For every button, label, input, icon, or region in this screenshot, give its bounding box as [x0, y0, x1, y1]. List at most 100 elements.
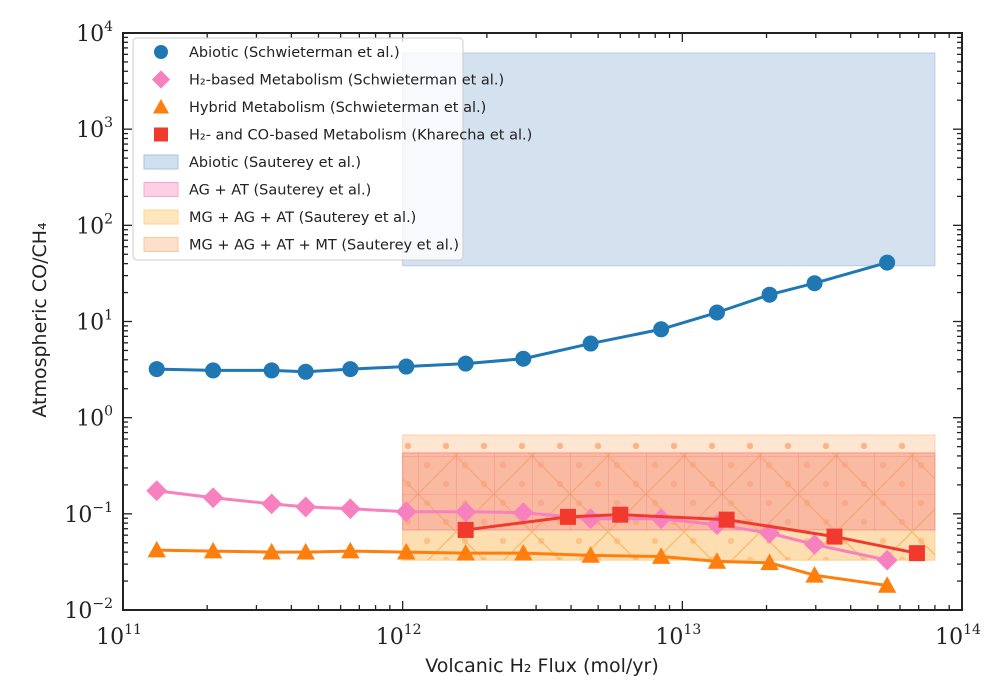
legend-label: Hybrid Metabolism (Schwieterman et al.) — [189, 100, 486, 116]
data-point — [826, 528, 843, 545]
tick-exponent: 11 — [124, 622, 142, 638]
data-point — [203, 541, 223, 559]
x-tick-label: 1014 — [935, 622, 981, 650]
x-tick-label: 1011 — [96, 622, 142, 650]
data-point — [559, 508, 576, 525]
data-point — [398, 358, 415, 375]
regions-layer — [402, 52, 936, 561]
data-point — [879, 254, 896, 271]
data-point — [760, 553, 779, 571]
data-point — [341, 541, 360, 559]
legend: Abiotic (Schwieterman et al.) H₂-based Me… — [132, 37, 532, 261]
data-point — [339, 498, 361, 520]
data-point — [908, 545, 925, 562]
data-point — [651, 547, 671, 564]
data-point — [876, 549, 898, 571]
data-point — [202, 487, 224, 509]
tick-exponent: 4 — [104, 19, 113, 35]
data-point — [456, 543, 475, 561]
legend-label: AG + AT (Sauterey et al.) — [189, 183, 371, 199]
legend-swatch — [143, 237, 179, 252]
data-point — [397, 542, 416, 560]
legend-label: MG + AG + AT + MT (Sauterey et al.) — [189, 238, 459, 254]
data-point — [653, 321, 670, 338]
legend-label: H₂- and CO-based Metabolism (Kharecha et… — [189, 128, 532, 144]
legend-swatch — [152, 98, 170, 114]
data-point — [261, 493, 283, 515]
series-triangle — [147, 540, 897, 593]
legend-item: H₂-based Metabolism (Schwieterman et al.… — [151, 70, 504, 89]
data-point — [263, 362, 280, 379]
data-point — [514, 543, 533, 561]
data-point — [295, 496, 317, 518]
data-point — [582, 335, 599, 352]
legend-swatch — [143, 182, 179, 197]
data-point — [146, 480, 168, 502]
data-point — [512, 502, 534, 523]
data-point — [342, 361, 359, 378]
x-tick-label: 1013 — [655, 622, 701, 650]
data-point — [515, 350, 532, 367]
tick-exponent: −1 — [92, 500, 113, 516]
legend-swatch — [143, 209, 179, 225]
series-circle — [148, 254, 896, 380]
data-point — [580, 508, 602, 530]
data-point — [457, 521, 474, 538]
y-tick-label: 104 — [76, 19, 113, 47]
legend-swatch — [143, 154, 179, 170]
data-point — [612, 506, 629, 523]
x-axis-label: Volcanic H₂ Flux (mol/yr) — [425, 655, 659, 677]
data-point — [581, 546, 600, 563]
legend-item: MG + AG + AT + MT (Sauterey et al.) — [143, 237, 459, 254]
data-point — [806, 275, 823, 292]
legend-label: Abiotic (Sauterey et al.) — [189, 155, 361, 171]
legend-item: MG + AG + AT (Sauterey et al.) — [143, 209, 416, 226]
data-point — [148, 361, 165, 378]
y-tick-label: 101 — [76, 308, 113, 336]
y-tick-label: 10−1 — [64, 500, 113, 528]
series-line — [465, 513, 918, 555]
tick-exponent: 3 — [104, 115, 113, 131]
legend-swatch — [151, 70, 171, 89]
y-tick-label: 103 — [76, 115, 113, 143]
data-point — [455, 501, 477, 523]
series-layer — [146, 254, 925, 593]
data-point — [707, 552, 727, 569]
legend-box — [132, 37, 464, 261]
data-point — [457, 355, 474, 372]
y-tick-label: 102 — [76, 211, 113, 239]
data-point — [718, 511, 735, 528]
data-point — [708, 304, 725, 321]
data-point — [262, 542, 281, 560]
region-0 — [402, 52, 936, 267]
series-line — [156, 548, 888, 587]
data-point — [395, 501, 417, 523]
tick-exponent: 14 — [963, 622, 981, 638]
legend-swatch — [154, 127, 168, 142]
data-point — [877, 576, 897, 593]
y-axis-label: Atmospheric CO/CH₄ — [29, 222, 51, 418]
legend-swatch — [154, 45, 168, 59]
legend-label: H₂-based Metabolism (Schwieterman et al.… — [189, 73, 504, 89]
data-point — [650, 508, 672, 530]
y-tick-label: 100 — [76, 404, 113, 432]
tick-exponent: 1 — [104, 308, 113, 324]
data-point — [804, 534, 825, 555]
tick-exponent: 0 — [104, 404, 113, 420]
series-square — [457, 506, 925, 562]
y-tick-label: 10−2 — [64, 596, 113, 624]
legend-label: Abiotic (Schwieterman et al.) — [189, 45, 400, 61]
tick-exponent: 12 — [404, 622, 422, 638]
tick-exponent: 13 — [683, 622, 701, 638]
data-point — [296, 542, 315, 560]
data-point — [297, 363, 314, 380]
tick-exponent: −2 — [92, 596, 113, 612]
data-point — [805, 566, 824, 583]
legend-item: H₂- and CO-based Metabolism (Kharecha et… — [154, 127, 532, 144]
data-point — [205, 362, 222, 379]
legend-item: Hybrid Metabolism (Schwieterman et al.) — [152, 98, 486, 116]
data-point — [147, 540, 166, 558]
x-tick-label: 1012 — [376, 622, 422, 650]
legend-item: Abiotic (Sauterey et al.) — [143, 154, 361, 171]
